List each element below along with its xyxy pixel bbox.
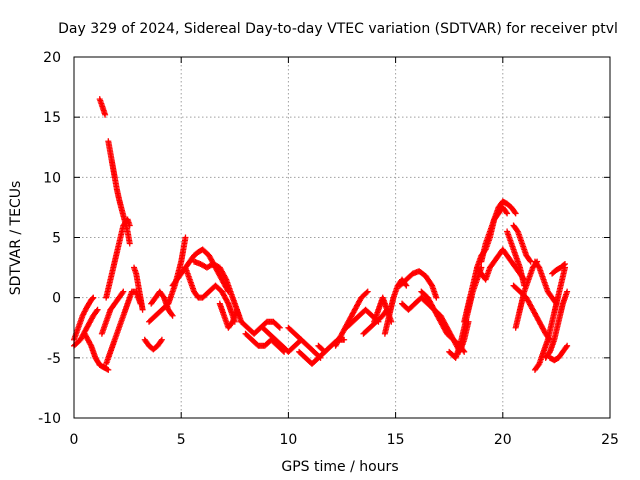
data-point (563, 344, 570, 351)
data-point (126, 222, 133, 229)
x-tick-label: 5 (177, 432, 186, 448)
data-point (341, 336, 348, 343)
data-point (119, 289, 126, 296)
y-tick-label: -5 (47, 351, 61, 367)
data-point (564, 288, 571, 295)
y-tick-label: 15 (43, 110, 61, 126)
data-point (182, 234, 189, 241)
data-point (564, 342, 571, 349)
x-tick-label: 20 (494, 432, 512, 448)
data-point (90, 294, 97, 301)
x-axis-label: GPS time / hours (281, 459, 398, 475)
data-point (275, 323, 282, 330)
data-point (433, 294, 440, 301)
data-point (94, 306, 101, 313)
data-point (503, 209, 510, 216)
data-point (511, 209, 518, 216)
data-point (552, 299, 559, 306)
axis-ticks: 0 5 10 15 20 25 -10 -5 0 5 10 15 20 (38, 50, 619, 448)
y-tick-label: 10 (43, 170, 61, 186)
data-point (363, 289, 370, 296)
data-point (120, 288, 127, 295)
data-point (126, 240, 133, 247)
y-tick-label: -10 (38, 411, 61, 427)
data-point (428, 281, 435, 288)
grid (74, 57, 610, 418)
data-point (224, 299, 231, 306)
data-point (87, 341, 94, 348)
data-point (105, 366, 112, 373)
data-point (102, 111, 109, 118)
data-point (560, 261, 567, 268)
data-point (168, 311, 175, 318)
data-point (512, 210, 519, 217)
x-tick-label: 0 (70, 432, 79, 448)
data-point (93, 307, 100, 314)
data-point (222, 275, 229, 282)
data-point (403, 282, 410, 289)
data-point (169, 312, 176, 319)
x-tick-label: 10 (279, 432, 297, 448)
y-tick-label: 0 (52, 291, 61, 307)
data-point (364, 288, 371, 295)
x-tick-label: 15 (387, 432, 405, 448)
data-points (71, 96, 571, 373)
chart-title: Day 329 of 2024, Sidereal Day-to-day VTE… (58, 21, 618, 37)
data-point (276, 324, 283, 331)
y-axis-label: SDTVAR / TECUs (8, 181, 24, 296)
y-tick-label: 20 (43, 50, 61, 66)
data-point (158, 336, 165, 343)
x-tick-label: 25 (601, 432, 619, 448)
data-point (139, 306, 146, 313)
data-point (89, 295, 96, 302)
y-tick-label: 5 (52, 231, 61, 247)
data-point (504, 210, 511, 217)
data-point (158, 337, 165, 344)
data-point (561, 260, 568, 267)
data-point (526, 257, 533, 264)
data-point (553, 300, 560, 307)
